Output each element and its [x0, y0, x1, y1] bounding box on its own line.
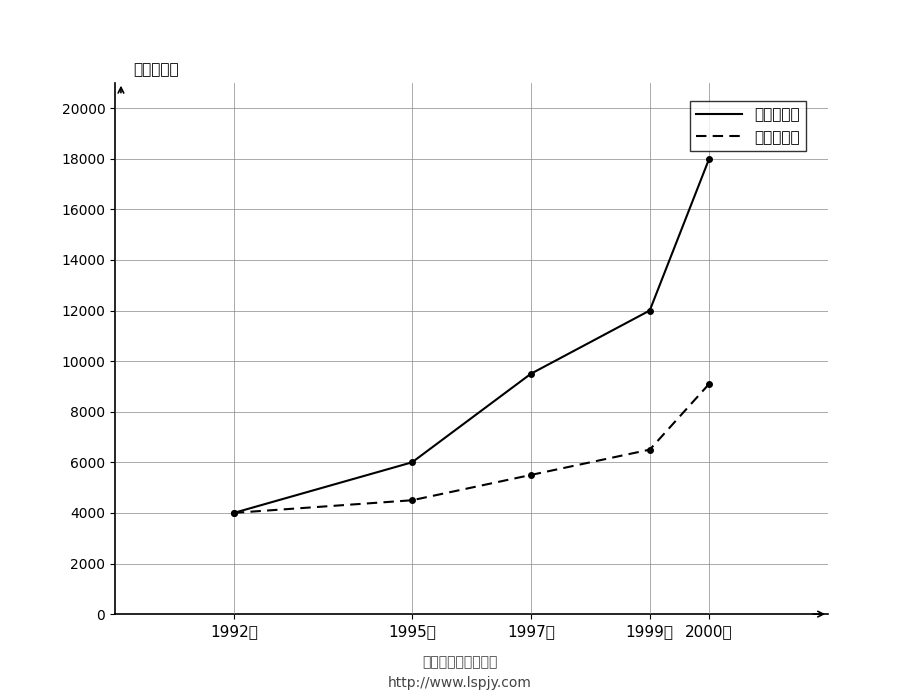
Legend: 无线电一厂, 无线电二厂: 无线电一厂, 无线电二厂	[689, 101, 805, 151]
Text: http://www.lspjy.com: http://www.lspjy.com	[388, 676, 531, 690]
Text: 单位：万元: 单位：万元	[132, 63, 178, 77]
Text: 绿色圃中小学教育网: 绿色圃中小学教育网	[422, 656, 497, 669]
